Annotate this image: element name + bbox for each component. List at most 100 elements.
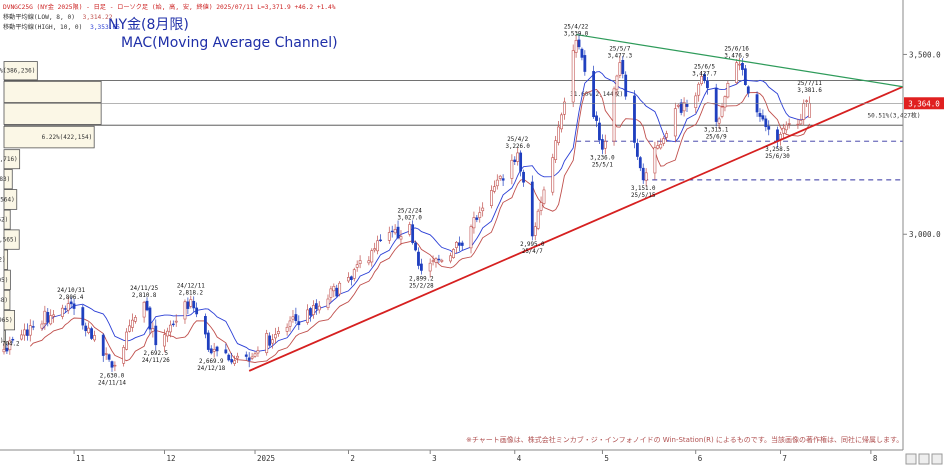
candle-body	[761, 115, 765, 120]
x-tick-label-0: 11	[76, 454, 85, 463]
candle-9	[40, 320, 44, 331]
candle-107	[437, 254, 441, 263]
volume-bar-2	[3, 102, 102, 125]
scroll-right-icon[interactable]	[931, 453, 943, 465]
candle-83	[338, 281, 342, 297]
candle-body	[656, 145, 660, 149]
candle-118	[481, 202, 485, 217]
candle-188	[767, 120, 771, 136]
candle-body	[563, 101, 566, 115]
candle-96	[393, 224, 397, 235]
candle-body	[475, 217, 479, 220]
candle-33	[133, 315, 137, 324]
candle-190	[779, 131, 782, 146]
candle-144	[592, 65, 596, 119]
candle-body	[723, 96, 727, 108]
candle-3	[11, 336, 15, 344]
annotation-price-0: 2,806.4	[59, 295, 84, 301]
scroll-controls[interactable]	[905, 453, 943, 465]
candle-body	[580, 48, 584, 58]
candle-49	[203, 313, 207, 339]
candle-27	[110, 360, 114, 372]
candle-body	[679, 102, 683, 113]
header-ma-low-label: 移動平均線(LOW, 8, 0) 3,314.22	[3, 13, 113, 21]
volume-bar-6	[3, 189, 18, 210]
ma-high-value: 3,353.65	[90, 24, 120, 31]
volume-bar-4	[3, 149, 21, 170]
candle-117	[478, 206, 482, 223]
annotation-price-12: 3,477.3	[608, 54, 633, 60]
candle-158	[644, 168, 648, 187]
candle-body	[271, 339, 274, 344]
candle-body	[726, 83, 730, 98]
candle-body	[338, 282, 342, 295]
candle-101	[414, 240, 417, 252]
band-label-0: 31.60%(2,144枚)	[570, 90, 623, 98]
candle-body	[577, 39, 581, 48]
candle-88	[358, 255, 362, 269]
candle-174	[714, 83, 718, 127]
candle-body	[396, 226, 400, 239]
candle-body	[685, 104, 689, 107]
candle-body	[592, 71, 596, 118]
annotation-price-18: 3,381.6	[797, 88, 822, 94]
current-price-box	[904, 97, 944, 110]
candle-body	[174, 320, 178, 323]
candle-123	[501, 174, 505, 187]
candle-body	[212, 348, 216, 352]
candle-136	[557, 121, 560, 146]
candle-151	[618, 55, 622, 79]
annotation-date-16: 25/6/16	[724, 47, 749, 53]
annotation-date-1: 24/11/14	[98, 380, 126, 386]
candle-55	[227, 353, 231, 362]
candle-170	[697, 82, 701, 102]
volume-bar-1	[3, 80, 102, 103]
candle-45	[186, 297, 190, 315]
zoom-out-icon[interactable]	[905, 453, 917, 465]
candle-137	[560, 112, 563, 133]
annotation-price-9: 2,995.0	[520, 242, 545, 248]
candle-50	[206, 330, 210, 353]
candle-195	[799, 113, 803, 126]
candle-180	[738, 57, 741, 71]
zoom-in-icon[interactable]	[918, 453, 930, 465]
candle-157	[641, 163, 645, 184]
band-label-1: 50.51%(3,427枚)	[868, 112, 921, 120]
candle-44	[183, 299, 187, 324]
candle-body	[717, 118, 721, 124]
candle-body	[84, 325, 88, 332]
candle-body	[122, 347, 126, 364]
candle-body	[393, 229, 397, 234]
candle-body	[452, 249, 455, 258]
footer-note: ※チャート画像は、株式会社ミンカブ・ジ・インフォノイドの Win-Station…	[466, 435, 903, 444]
candle-body	[349, 276, 353, 280]
candle-111	[455, 240, 458, 254]
candle-32	[131, 313, 134, 332]
volume-bar-label-10: 0.44%(30,005)	[0, 277, 8, 284]
candle-body	[203, 316, 207, 335]
candle-body	[183, 301, 187, 320]
candle-body	[69, 301, 73, 305]
candle-body	[720, 106, 724, 117]
candle-28	[113, 361, 117, 372]
volume-bar-label-3: 6.22%(422,154)	[42, 134, 93, 141]
volume-bar-label-5: 0.57%(38,883)	[0, 176, 10, 183]
annotation-price-16: 3,476.9	[724, 54, 749, 60]
candle-93	[379, 234, 382, 243]
volume-bar-7	[3, 209, 11, 230]
current-price-label: 3,364.0	[908, 99, 940, 108]
candle-body	[603, 141, 607, 149]
candle-130	[533, 222, 537, 241]
candle-body	[40, 323, 44, 329]
candle-body	[148, 307, 152, 330]
candle-body	[638, 157, 642, 169]
candle-169	[694, 92, 698, 114]
candle-body	[764, 118, 768, 128]
candle-173	[706, 77, 709, 95]
volume-bar-label-4: 1.08%(67,716)	[0, 156, 18, 163]
candle-body	[554, 140, 558, 160]
candle-body	[314, 303, 318, 310]
candle-body	[635, 143, 639, 157]
